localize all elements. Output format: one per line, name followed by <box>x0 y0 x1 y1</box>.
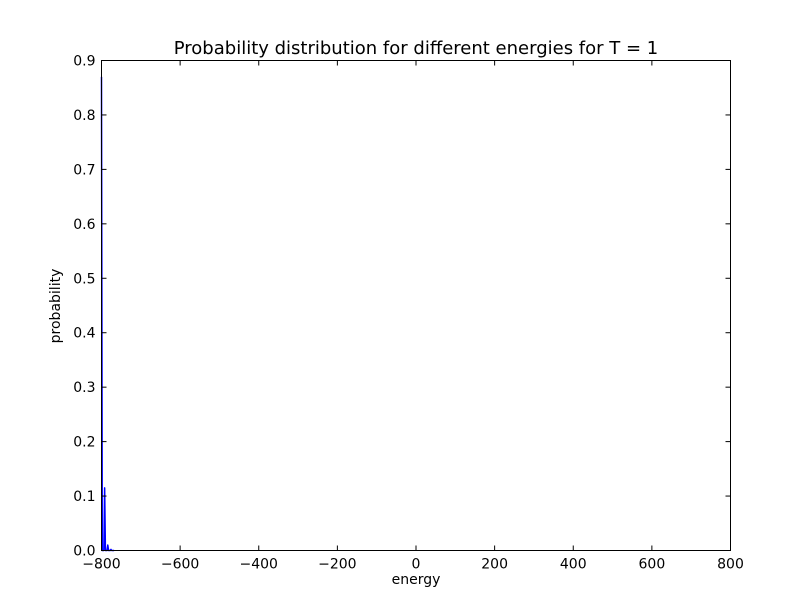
y-axis-label: probability <box>48 269 64 344</box>
y-tick-label: 0.9 <box>73 54 95 70</box>
x-tick-label: −800 <box>82 557 120 573</box>
x-tick-label: 800 <box>717 557 744 573</box>
y-tick-label: 0.2 <box>73 435 95 451</box>
x-tick-label: −600 <box>161 557 199 573</box>
x-tick-label: 600 <box>639 557 666 573</box>
y-tick-label: 0.5 <box>73 271 95 287</box>
x-tick-label: −400 <box>240 557 278 573</box>
x-tick-label: 400 <box>560 557 587 573</box>
chart-title: Probability distribution for different e… <box>174 38 659 59</box>
y-tick-label: 0.1 <box>73 489 95 505</box>
y-tick-label: 0.6 <box>73 217 95 233</box>
x-axis-label: energy <box>392 572 441 588</box>
x-tick-label: 0 <box>412 557 421 573</box>
plot-frame <box>101 60 731 551</box>
y-tick-label: 0.4 <box>73 326 95 342</box>
y-tick-label: 0.0 <box>73 544 95 560</box>
x-tick-label: −200 <box>318 557 356 573</box>
ticks-layer: −800 −600 −400 −200 0 200 400 600 800 0.0 0.1 0.2 0.… <box>73 54 744 573</box>
y-tick-label: 0.7 <box>73 162 95 178</box>
x-tick-label: 200 <box>481 557 508 573</box>
y-tick-label: 0.3 <box>73 380 95 396</box>
y-tick-label: 0.8 <box>73 108 95 124</box>
